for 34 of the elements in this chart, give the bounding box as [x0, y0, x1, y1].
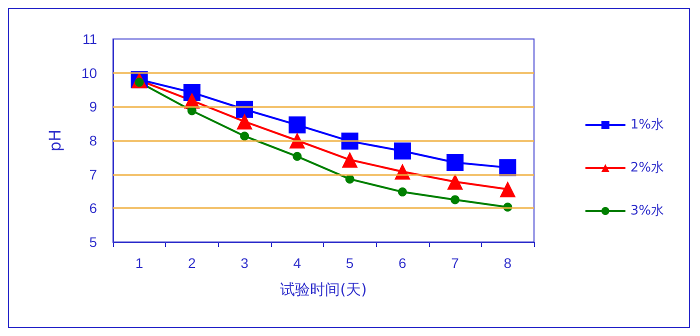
y-tick-label: 8: [89, 132, 98, 148]
x-tick-label: 4: [293, 255, 302, 271]
point: [447, 174, 464, 190]
point: [398, 187, 407, 196]
point: [236, 114, 253, 130]
point: [341, 132, 358, 150]
point: [446, 154, 464, 171]
point: [240, 132, 250, 141]
y-tick-label: 5: [89, 234, 98, 250]
point: [500, 181, 516, 198]
y-tick-label: 10: [81, 64, 98, 81]
y-axis-title: pH: [46, 129, 64, 152]
y-tick-label: 9: [89, 98, 98, 115]
legend-label: 3%水: [630, 204, 664, 218]
x-tick-label: 3: [240, 255, 249, 271]
x-tick-label: 5: [346, 255, 354, 271]
y-tick-label: 11: [82, 31, 98, 47]
point: [342, 152, 358, 168]
point: [394, 142, 411, 160]
x-axis-title: 试验时间(天): [280, 280, 367, 298]
x-tick-label: 2: [188, 255, 196, 271]
point: [289, 132, 306, 148]
point: [499, 159, 516, 176]
point: [288, 116, 306, 134]
y-tick-label: 7: [89, 166, 98, 182]
point: [450, 195, 460, 204]
y-tick-label: 6: [89, 200, 98, 216]
x-tick-label: 6: [398, 255, 407, 271]
x-tick-label: 8: [504, 255, 512, 271]
legend-label: 1%水: [630, 118, 664, 132]
legend-label: 2%水: [630, 160, 664, 176]
x-tick-label: 1: [135, 255, 144, 271]
point: [292, 152, 302, 161]
x-tick-label: 7: [451, 255, 460, 271]
